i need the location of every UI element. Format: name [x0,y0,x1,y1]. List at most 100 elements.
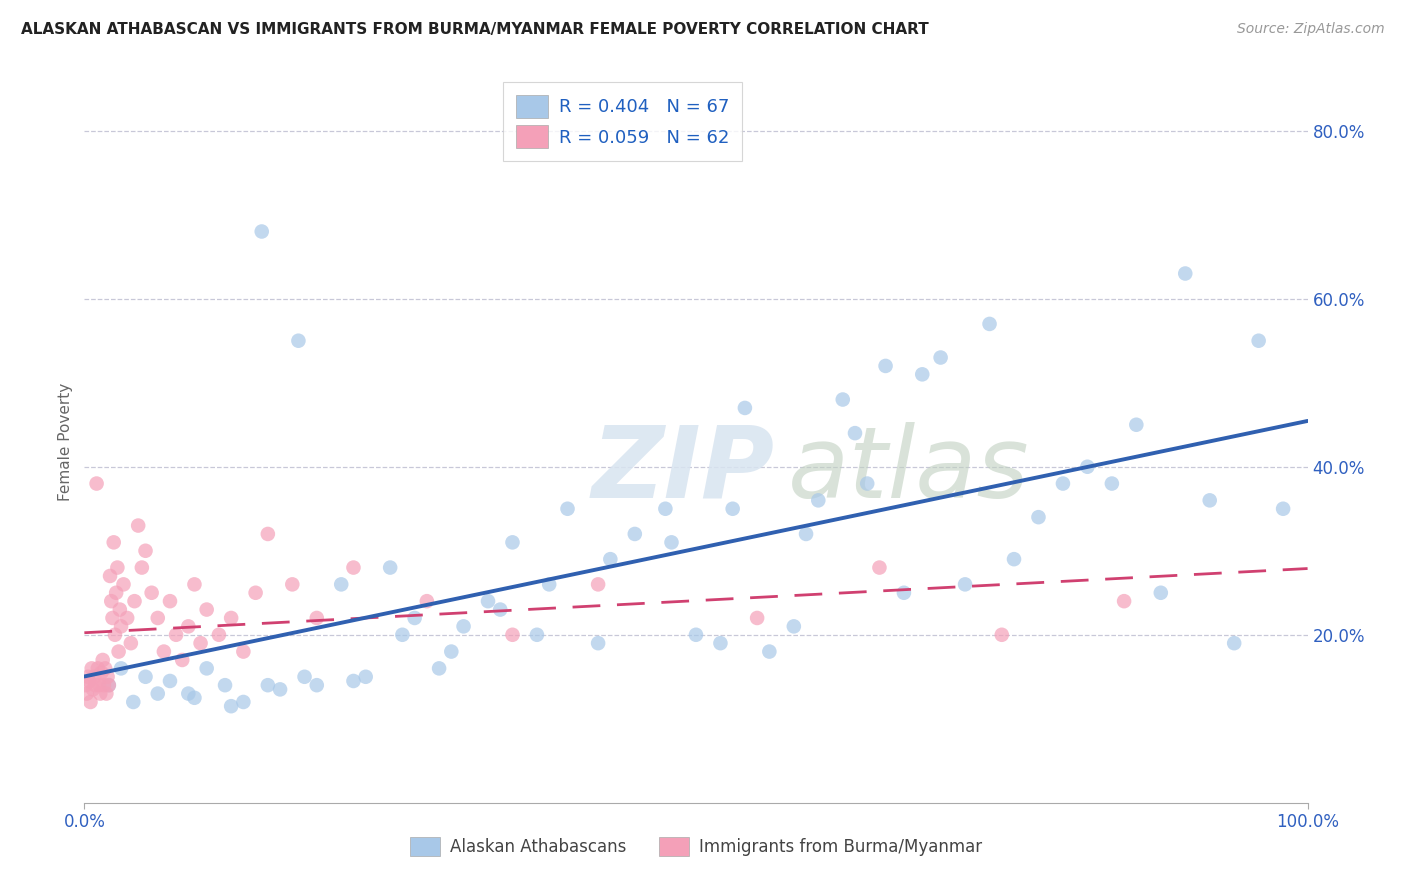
Text: ALASKAN ATHABASCAN VS IMMIGRANTS FROM BURMA/MYANMAR FEMALE POVERTY CORRELATION C: ALASKAN ATHABASCAN VS IMMIGRANTS FROM BU… [21,22,929,37]
Point [747,611,769,625]
Point [232,695,254,709]
Point [342,560,364,574]
Point [77,670,100,684]
Point [219,699,242,714]
Point [453,619,475,633]
Point [979,317,1001,331]
Point [342,673,364,688]
Point [354,670,377,684]
Point [1125,417,1147,432]
Point [502,535,524,549]
Point [82,682,104,697]
Point [177,687,200,701]
Point [214,678,236,692]
Point [87,678,110,692]
Point [991,628,1014,642]
Point [269,682,291,697]
Point [190,636,212,650]
Point [80,661,103,675]
Point [526,628,548,642]
Point [440,644,463,658]
Point [110,661,132,675]
Point [783,619,806,633]
Point [380,560,402,574]
Point [538,577,561,591]
Point [101,611,124,625]
Y-axis label: Female Poverty: Female Poverty [58,383,73,500]
Point [1114,594,1136,608]
Point [586,636,609,650]
Point [1174,267,1197,281]
Point [586,577,609,591]
Point [1150,586,1173,600]
Point [875,359,897,373]
Point [305,611,328,625]
Point [98,569,121,583]
Point [709,636,731,650]
Legend: Alaskan Athabascans, Immigrants from Burma/Myanmar: Alaskan Athabascans, Immigrants from Bur… [409,837,983,856]
Point [195,661,218,675]
Point [177,619,200,633]
Point [257,678,280,692]
Point [159,594,181,608]
Point [281,577,304,591]
Point [1223,636,1246,650]
Point [131,560,153,574]
Point [257,527,280,541]
Point [427,661,450,675]
Point [83,670,105,684]
Point [557,501,579,516]
Point [208,628,231,642]
Point [103,535,125,549]
Point [489,602,512,616]
Point [141,586,163,600]
Point [294,670,316,684]
Point [856,476,879,491]
Point [135,543,157,558]
Point [153,644,176,658]
Point [84,678,107,692]
Point [79,695,101,709]
Point [112,577,135,591]
Point [97,670,120,684]
Point [183,690,205,705]
Point [96,687,118,701]
Point [1101,476,1123,491]
Point [122,695,145,709]
Point [953,577,976,591]
Point [758,644,780,658]
Point [404,611,426,625]
Point [219,611,242,625]
Point [869,560,891,574]
Point [135,670,157,684]
Point [250,225,273,239]
Point [146,687,169,701]
Point [100,594,122,608]
Point [115,611,138,625]
Point [89,687,111,701]
Point [120,636,142,650]
Point [75,678,97,692]
Point [91,653,114,667]
Point [165,628,187,642]
Point [183,577,205,591]
Point [685,628,707,642]
Point [1272,501,1295,516]
Point [721,501,744,516]
Point [1076,459,1098,474]
Point [107,644,129,658]
Point [844,426,866,441]
Point [477,594,499,608]
Point [654,501,676,516]
Point [1198,493,1220,508]
Point [502,628,524,642]
Point [90,665,112,680]
Point [893,586,915,600]
Point [93,678,115,692]
Point [330,577,353,591]
Point [124,594,146,608]
Point [287,334,309,348]
Point [86,476,108,491]
Point [159,673,181,688]
Point [77,673,100,688]
